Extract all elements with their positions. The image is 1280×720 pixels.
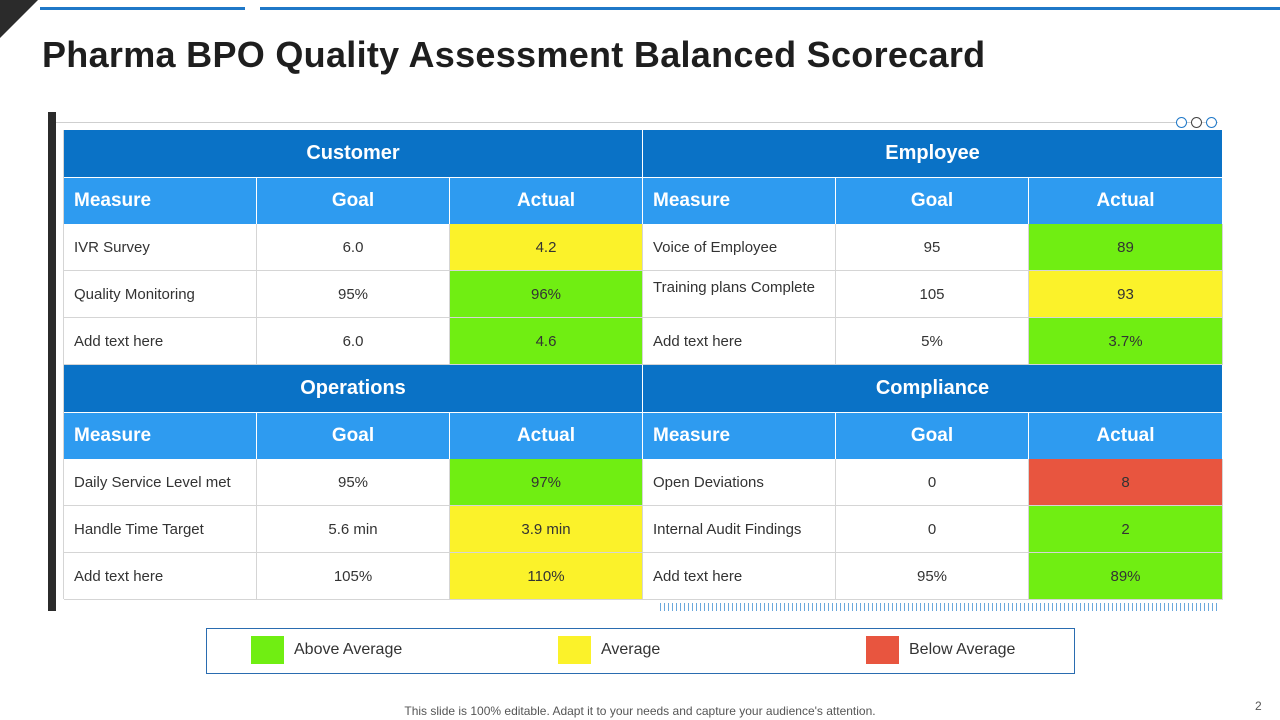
actual-cell: 3.7% (1029, 318, 1223, 365)
column-header-measure: Measure (643, 177, 836, 224)
footer-note: This slide is 100% editable. Adapt it to… (404, 704, 876, 718)
goal-cell: 0 (836, 506, 1029, 553)
actual-cell: 3.9 min (450, 506, 643, 553)
legend-label: Above Average (294, 641, 403, 658)
circle-icon (1191, 117, 1202, 128)
legend-swatch-red (866, 636, 899, 664)
actual-cell: 96% (450, 271, 643, 318)
column-header-actual: Actual (1029, 412, 1223, 459)
legend: Above Average Average Below Average (206, 628, 1075, 674)
column-header-goal: Goal (257, 177, 450, 224)
goal-cell: 6.0 (257, 318, 450, 365)
measure-cell: Open Deviations (643, 459, 836, 506)
column-header-goal: Goal (836, 177, 1029, 224)
legend-label: Below Average (909, 641, 1016, 658)
circle-icon (1176, 117, 1187, 128)
scorecard-table: Customer Employee Measure Goal Actual Me… (63, 130, 1223, 600)
legend-item-average: Average (558, 636, 660, 664)
measure-cell: Quality Monitoring (64, 271, 257, 318)
actual-cell: 8 (1029, 459, 1223, 506)
measure-cell: Internal Audit Findings (643, 506, 836, 553)
actual-cell: 93 (1029, 271, 1223, 318)
goal-cell: 95% (836, 553, 1029, 600)
actual-cell: 2 (1029, 506, 1223, 553)
legend-item-above: Above Average (251, 636, 402, 664)
measure-cell: Training plans Complete (643, 271, 836, 318)
goal-cell: 105% (257, 553, 450, 600)
goal-cell: 95 (836, 224, 1029, 271)
section-title-employee: Employee (643, 130, 1223, 177)
measure-cell: Handle Time Target (64, 506, 257, 553)
left-accent-bar (48, 112, 56, 611)
page-title: Pharma BPO Quality Assessment Balanced S… (42, 34, 986, 75)
section-title-customer: Customer (64, 130, 643, 177)
actual-cell: 4.2 (450, 224, 643, 271)
goal-cell: 95% (257, 459, 450, 506)
actual-cell: 4.6 (450, 318, 643, 365)
actual-cell: 89 (1029, 224, 1223, 271)
goal-cell: 5% (836, 318, 1029, 365)
measure-cell: Add text here (643, 553, 836, 600)
measure-cell: Daily Service Level met (64, 459, 257, 506)
goal-cell: 105 (836, 271, 1029, 318)
measure-cell: IVR Survey (64, 224, 257, 271)
goal-cell: 5.6 min (257, 506, 450, 553)
corner-decoration (0, 0, 38, 38)
top-accent-line (40, 7, 245, 10)
column-header-goal: Goal (257, 412, 450, 459)
column-header-measure: Measure (64, 177, 257, 224)
legend-swatch-yellow (558, 636, 591, 664)
actual-cell: 97% (450, 459, 643, 506)
measure-cell: Voice of Employee (643, 224, 836, 271)
decorative-dots (1176, 117, 1217, 128)
column-header-actual: Actual (450, 177, 643, 224)
measure-cell: Add text here (643, 318, 836, 365)
measure-cell: Add text here (64, 318, 257, 365)
top-accent-line-long (260, 7, 1280, 10)
section-title-compliance: Compliance (643, 365, 1223, 412)
column-header-measure: Measure (64, 412, 257, 459)
column-header-actual: Actual (450, 412, 643, 459)
goal-cell: 0 (836, 459, 1029, 506)
actual-cell: 89% (1029, 553, 1223, 600)
legend-item-below: Below Average (866, 636, 1015, 664)
section-title-operations: Operations (64, 365, 643, 412)
measure-cell: Add text here (64, 553, 257, 600)
table-top-rule (56, 122, 1218, 123)
column-header-measure: Measure (643, 412, 836, 459)
column-header-goal: Goal (836, 412, 1029, 459)
legend-swatch-green (251, 636, 284, 664)
actual-cell: 110% (450, 553, 643, 600)
page-number: 2 (1255, 699, 1262, 713)
decorative-tick-strip (660, 603, 1218, 611)
circle-icon (1206, 117, 1217, 128)
goal-cell: 95% (257, 271, 450, 318)
goal-cell: 6.0 (257, 224, 450, 271)
column-header-actual: Actual (1029, 177, 1223, 224)
legend-label: Average (601, 641, 661, 658)
